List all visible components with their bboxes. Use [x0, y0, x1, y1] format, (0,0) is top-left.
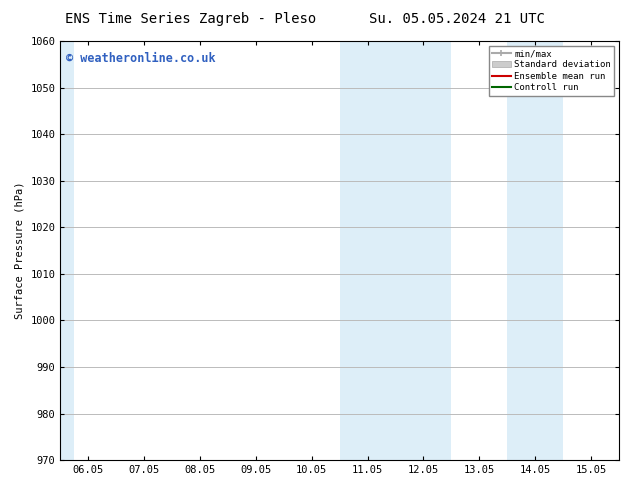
- Text: Su. 05.05.2024 21 UTC: Su. 05.05.2024 21 UTC: [368, 12, 545, 26]
- Legend: min/max, Standard deviation, Ensemble mean run, Controll run: min/max, Standard deviation, Ensemble me…: [489, 46, 614, 96]
- Text: © weatheronline.co.uk: © weatheronline.co.uk: [66, 51, 216, 65]
- Bar: [507, 41, 563, 460]
- Y-axis label: Surface Pressure (hPa): Surface Pressure (hPa): [15, 182, 25, 319]
- Text: ENS Time Series Zagreb - Pleso: ENS Time Series Zagreb - Pleso: [65, 12, 316, 26]
- Bar: [340, 41, 451, 460]
- Bar: [60, 41, 74, 460]
